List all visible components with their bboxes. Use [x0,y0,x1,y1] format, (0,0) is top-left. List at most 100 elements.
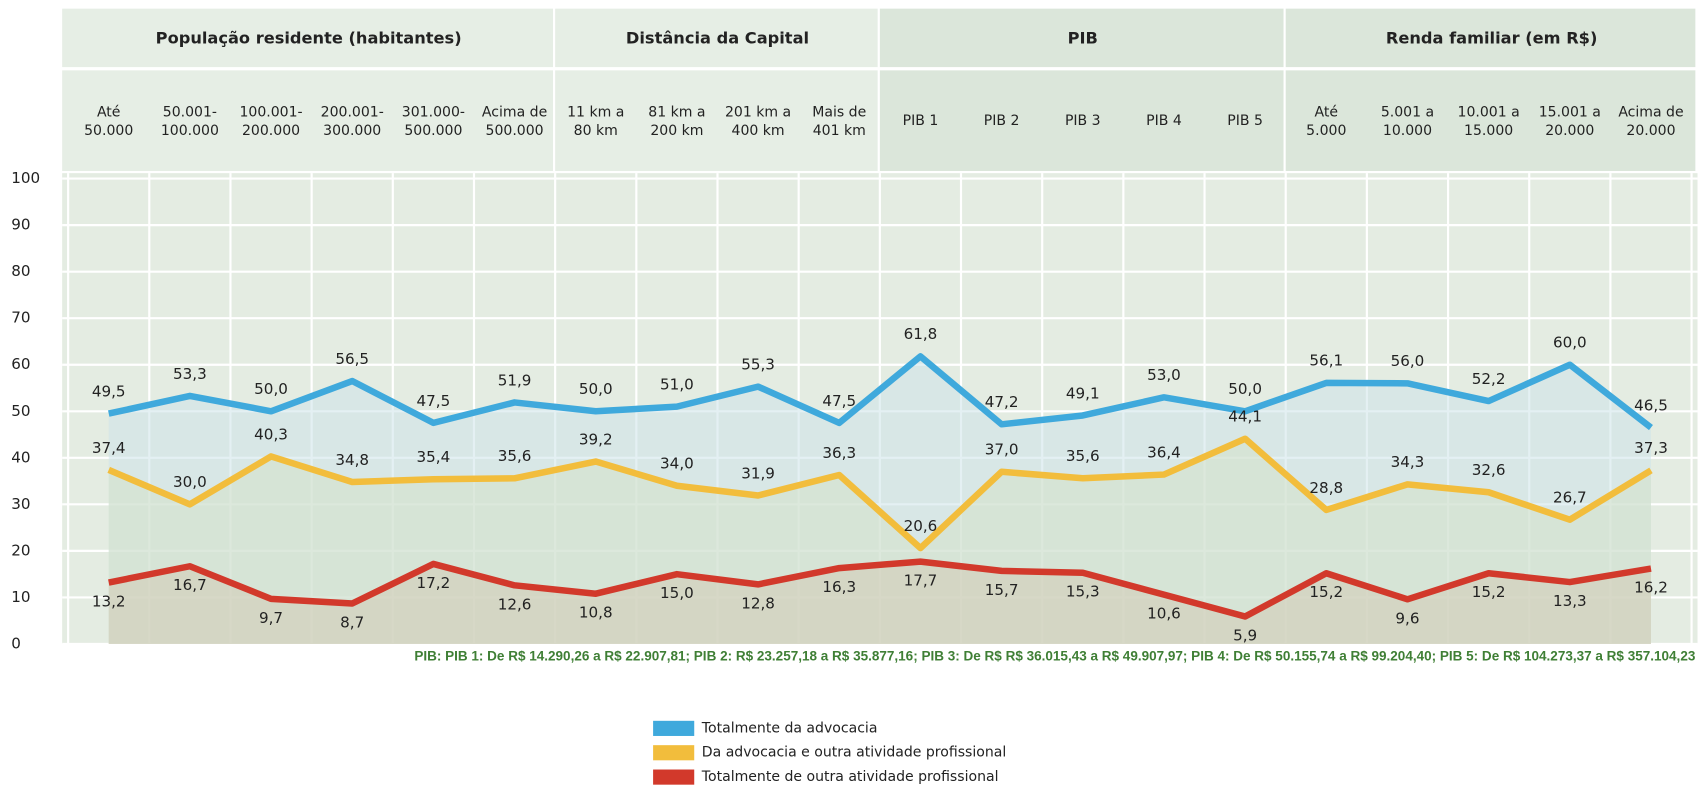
value-label: 56,5 [335,350,369,368]
group-header [62,8,553,68]
value-label: 12,6 [498,595,532,613]
value-label: 37,3 [1634,439,1668,457]
value-label: 10,8 [579,604,613,622]
value-label: 36,3 [822,444,856,462]
value-label: 8,7 [340,613,364,631]
x-tick-label: PIB 4 [1146,113,1182,129]
value-label: 35,6 [1066,447,1100,465]
value-label: 60,0 [1553,334,1587,352]
value-label: 17,7 [904,572,938,590]
value-label: 40,3 [254,425,288,443]
value-label: 61,8 [904,325,938,343]
value-label: 49,5 [92,382,126,400]
value-label: 13,2 [92,593,126,611]
x-tick-label: PIB 3 [1065,113,1101,129]
x-tick-label: Até 5.000 [1306,105,1346,139]
value-label: 53,3 [173,365,207,383]
x-tick-label: Até 50.000 [84,105,133,139]
legend-label: Da advocacia e outra atividade profissio… [702,745,1006,761]
value-label: 50,0 [1228,380,1262,398]
value-label: 15,7 [985,581,1019,599]
x-tick-label: 201 km a 400 km [725,105,791,139]
legend-swatch [653,769,695,785]
value-label: 9,7 [259,609,283,627]
value-label: 47,5 [822,392,856,410]
group-header [879,8,1284,68]
x-tick-label: 10.001 a 15.000 [1458,105,1520,139]
x-tick-label: 200.001-300.000 [321,105,384,139]
group-label: Renda familiar (em R$) [1386,28,1598,47]
x-tick-label: 81 km a 200 km [648,105,705,139]
y-tick-label: 60 [11,355,30,373]
y-tick-label: 80 [11,262,30,280]
value-label: 10,6 [1147,605,1181,623]
value-label: 34,8 [335,451,369,469]
y-tick-label: 50 [11,402,30,420]
value-label: 37,0 [985,441,1019,459]
category-header [1285,70,1696,172]
x-tick-label: 15.001 a 20.000 [1539,105,1601,139]
group-header [1285,8,1696,68]
value-label: 56,1 [1309,352,1343,370]
value-label: 47,5 [417,392,451,410]
group-label: PIB [1068,28,1098,47]
value-label: 20,6 [904,517,938,535]
line [108,353,1653,431]
value-label: 49,1 [1066,384,1100,402]
value-label: 53,0 [1147,366,1181,384]
value-label: 51,9 [498,371,532,389]
category-header [555,70,878,172]
x-tick-label: 301.000-500.000 [402,105,465,139]
value-label: 32,6 [1472,461,1506,479]
value-label: 50,0 [254,380,288,398]
value-label: 26,7 [1553,489,1587,507]
group-header [555,8,878,68]
value-label: 31,9 [741,464,775,482]
group-label: Distância da Capital [626,28,809,47]
y-tick-label: 10 [11,588,30,606]
x-tick-label: PIB 2 [984,113,1020,129]
x-tick-label: 50.001-100.000 [161,105,219,139]
value-label: 50,0 [579,380,613,398]
value-label: 15,2 [1472,583,1506,601]
x-tick-label: 11 km a 80 km [567,105,624,139]
x-tick-label: Acima de 20.000 [1618,105,1683,139]
y-tick-label: 20 [11,541,30,559]
value-label: 44,1 [1228,408,1262,426]
value-label: 36,4 [1147,443,1181,461]
x-tick-label: PIB 1 [903,113,939,129]
category-header [879,70,1284,172]
value-label: 47,2 [985,393,1019,411]
value-label: 16,7 [173,576,207,594]
footnote: PIB: PIB 1: De R$ 14.290,26 a R$ 22.907,… [414,649,1696,664]
legend-swatch [653,745,695,761]
x-tick-label: Mais de 401 km [812,105,866,139]
legend-label: Totalmente da advocacia [701,720,878,736]
value-label: 39,2 [579,430,613,448]
value-label: 9,6 [1395,609,1419,627]
x-tick-label: 5.001 a 10.000 [1381,105,1434,139]
legend-label: Totalmente de outra atividade profission… [701,769,999,785]
x-tick-label: 100.001-200.000 [239,105,302,139]
line [107,435,1653,552]
y-tick-label: 0 [11,634,21,652]
y-tick-label: 90 [11,216,30,234]
value-label: 15,3 [1066,583,1100,601]
value-label: 35,4 [417,448,451,466]
x-tick-label: Acima de 500.000 [482,105,547,139]
y-tick-label: 30 [11,495,30,513]
value-label: 13,3 [1553,592,1587,610]
legend-swatch [653,720,695,736]
value-label: 37,4 [92,439,126,457]
value-label: 52,2 [1472,370,1506,388]
value-label: 56,0 [1391,352,1425,370]
value-label: 16,3 [822,578,856,596]
value-label: 46,5 [1634,396,1668,414]
category-header [62,70,553,172]
value-label: 15,0 [660,584,694,602]
value-label: 5,9 [1233,626,1257,644]
value-label: 16,2 [1634,579,1668,597]
y-tick-label: 100 [11,169,40,187]
value-label: 15,2 [1309,583,1343,601]
